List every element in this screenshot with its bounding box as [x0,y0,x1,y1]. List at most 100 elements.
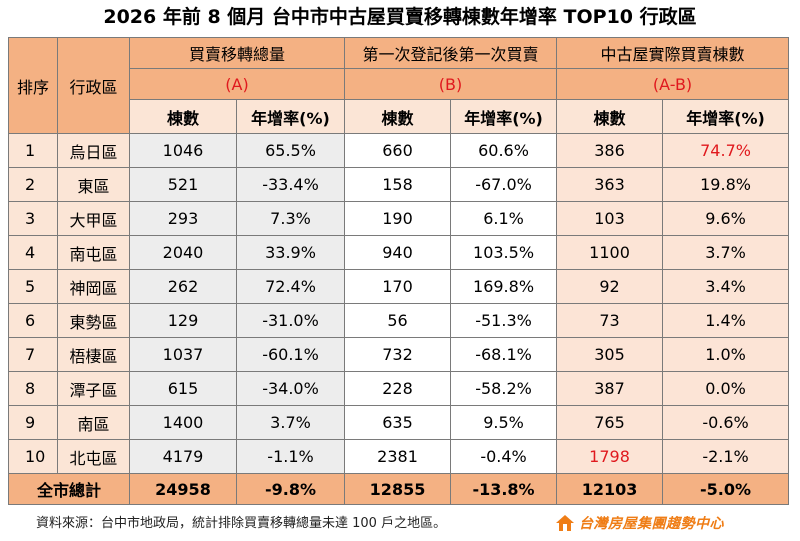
c-growth-header: 年增率(%) [662,99,790,134]
cell-a-count: 4179 [129,439,237,474]
cell-district: 烏日區 [57,133,130,168]
cell-a-growth: 3.7% [235,405,346,440]
total-row: 全市總計 24958 -9.8% 12855 -13.8% 12103 -5.0… [8,473,790,505]
cell-b-count: 158 [344,167,452,202]
a-count-header: 棟數 [129,99,237,134]
cell-a-growth: 7.3% [235,201,346,236]
cell-c-count: 305 [556,337,664,372]
b-count-header: 棟數 [344,99,452,134]
cell-c-growth: 1.0% [662,337,790,372]
cell-district: 梧棲區 [57,337,130,372]
cell-a-count: 2040 [129,235,237,270]
cell-c-count: 73 [556,303,664,338]
cell-rank: 6 [8,303,58,338]
cell-b-count: 732 [344,337,452,372]
group-b-name: 第一次登記後第一次買賣 [344,37,558,69]
brand-logo: 台灣房屋集團趨勢中心 [554,510,724,536]
table-row: 4 南屯區 2040 33.9% 940 103.5% 1100 3.7% [8,235,790,270]
cell-b-growth: 9.5% [450,405,558,440]
a-growth-header: 年增率(%) [235,99,346,134]
cell-c-count: 103 [556,201,664,236]
cell-b-growth: -0.4% [450,439,558,474]
cell-district: 東區 [57,167,130,202]
cell-c-growth: 1.4% [662,303,790,338]
c-count-header: 棟數 [556,99,664,134]
cell-b-growth: 60.6% [450,133,558,168]
cell-c-growth: 74.7% [662,133,790,168]
table-row: 8 潭子區 615 -34.0% 228 -58.2% 387 0.0% [8,371,790,406]
district-table: 排序 行政區 買賣移轉總量 第一次登記後第一次買賣 中古屋實際買賣棟數 (A) … [8,37,790,505]
cell-c-growth: 19.8% [662,167,790,202]
cell-c-count: 363 [556,167,664,202]
cell-b-growth: 6.1% [450,201,558,236]
cell-b-growth: -51.3% [450,303,558,338]
cell-a-count: 521 [129,167,237,202]
cell-b-growth: 103.5% [450,235,558,270]
total-b-count: 12855 [344,473,452,505]
cell-c-growth: 9.6% [662,201,790,236]
logo-text: 台灣房屋集團趨勢中心 [579,516,724,532]
cell-rank: 10 [8,439,58,474]
b-growth-header: 年增率(%) [450,99,558,134]
cell-b-count: 56 [344,303,452,338]
cell-c-count: 1798 [556,439,664,474]
cell-c-growth: 3.7% [662,235,790,270]
district-header: 行政區 [57,37,130,134]
cell-a-count: 1400 [129,405,237,440]
cell-district: 潭子區 [57,371,130,406]
total-label: 全市總計 [8,473,130,505]
cell-a-count: 262 [129,269,237,304]
page-title: 2026 年前 8 個月 台中市中古屋買賣移轉棟數年增率 TOP10 行政區 [103,6,697,28]
cell-c-growth: 3.4% [662,269,790,304]
cell-rank: 2 [8,167,58,202]
cell-b-count: 660 [344,133,452,168]
cell-a-count: 293 [129,201,237,236]
rank-header: 排序 [8,37,58,134]
cell-a-growth: 65.5% [235,133,346,168]
table-row: 10 北屯區 4179 -1.1% 2381 -0.4% 1798 -2.1% [8,439,790,474]
cell-c-growth: 0.0% [662,371,790,406]
cell-b-count: 2381 [344,439,452,474]
cell-c-count: 92 [556,269,664,304]
total-a-count: 24958 [129,473,237,505]
group-b-code: (B) [344,68,558,100]
cell-rank: 3 [8,201,58,236]
cell-district: 神岡區 [57,269,130,304]
cell-a-count: 1037 [129,337,237,372]
table-row: 5 神岡區 262 72.4% 170 169.8% 92 3.4% [8,269,790,304]
cell-a-count: 129 [129,303,237,338]
total-c-growth: -5.0% [662,473,790,505]
group-a-code: (A) [128,68,346,100]
cell-a-count: 1046 [129,133,237,168]
cell-b-growth: -58.2% [450,371,558,406]
total-a-growth: -9.8% [235,473,346,505]
total-b-growth: -13.8% [450,473,558,505]
group-c-code: (A-B) [556,68,790,100]
cell-b-count: 940 [344,235,452,270]
group-a-name: 買賣移轉總量 [128,37,346,69]
table-row: 2 東區 521 -33.4% 158 -67.0% 363 19.8% [8,167,790,202]
cell-a-growth: -33.4% [235,167,346,202]
cell-c-count: 387 [556,371,664,406]
cell-b-growth: 169.8% [450,269,558,304]
cell-b-growth: -67.0% [450,167,558,202]
cell-c-count: 765 [556,405,664,440]
table-row: 6 東勢區 129 -31.0% 56 -51.3% 73 1.4% [8,303,790,338]
house-logo-icon [556,515,574,531]
cell-rank: 5 [8,269,58,304]
cell-rank: 4 [8,235,58,270]
cell-a-count: 615 [129,371,237,406]
cell-b-count: 228 [344,371,452,406]
cell-a-growth: -31.0% [235,303,346,338]
cell-district: 大甲區 [57,201,130,236]
table-row: 7 梧棲區 1037 -60.1% 732 -68.1% 305 1.0% [8,337,790,372]
cell-a-growth: -34.0% [235,371,346,406]
cell-c-growth: -2.1% [662,439,790,474]
table-row: 9 南區 1400 3.7% 635 9.5% 765 -0.6% [8,405,790,440]
source-note: 資料來源：台中市地政局，統計排除買賣移轉總量未達 100 戶之地區。 [36,516,447,531]
cell-district: 北屯區 [57,439,130,474]
cell-b-count: 170 [344,269,452,304]
cell-a-growth: 33.9% [235,235,346,270]
cell-c-count: 1100 [556,235,664,270]
cell-c-count: 386 [556,133,664,168]
